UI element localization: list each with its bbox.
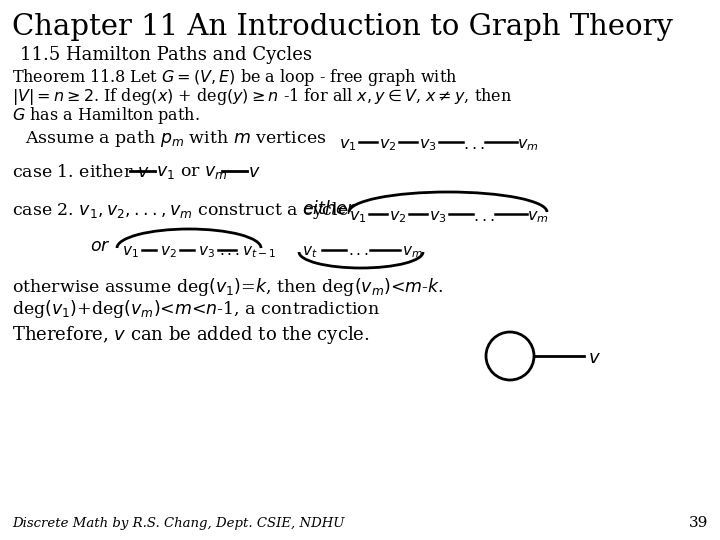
Text: deg$(v_1)$+deg$(v_m)$<$m$<$n$-1, a contradiction: deg$(v_1)$+deg$(v_m)$<$m$<$n$-1, a contr… [12, 298, 380, 320]
Text: $v_3$: $v_3$ [419, 136, 437, 153]
Text: $v_2$: $v_2$ [390, 208, 407, 225]
Text: $...v_{t-1}$: $...v_{t-1}$ [220, 244, 276, 260]
Text: $v$: $v$ [248, 164, 261, 181]
Text: $...$: $...$ [348, 244, 369, 258]
Text: $or$: $or$ [90, 238, 111, 255]
Text: $v_1$: $v_1$ [122, 244, 138, 260]
Text: $v_1$: $v_1$ [339, 136, 356, 153]
Text: $v_t$: $v_t$ [302, 244, 318, 260]
Text: Therefore, $v$ can be added to the cycle.: Therefore, $v$ can be added to the cycle… [12, 324, 369, 346]
Text: $v_2$: $v_2$ [160, 244, 176, 260]
Text: case 2. $v_1, v_2, ..., v_m$ construct a cycle: case 2. $v_1, v_2, ..., v_m$ construct a… [12, 200, 348, 221]
Text: case 1. either $v$: case 1. either $v$ [12, 164, 150, 181]
Text: $v_3$: $v_3$ [429, 208, 447, 225]
Text: $either$: $either$ [302, 200, 356, 218]
Text: $...$: $...$ [473, 208, 495, 225]
Text: Assume a path $p_m$ with $m$ vertices: Assume a path $p_m$ with $m$ vertices [25, 128, 327, 149]
Text: $...$: $...$ [463, 136, 485, 153]
Text: Discrete Math by R.S. Chang, Dept. CSIE, NDHU: Discrete Math by R.S. Chang, Dept. CSIE,… [12, 517, 344, 530]
Text: $v_1$ or $v_m$: $v_1$ or $v_m$ [156, 164, 228, 181]
Text: $v_m$: $v_m$ [517, 136, 539, 153]
Text: $v_3$: $v_3$ [197, 244, 215, 260]
Text: otherwise assume deg$(v_1)$=$k$, then deg$(v_m)$<$m$-$k$.: otherwise assume deg$(v_1)$=$k$, then de… [12, 276, 444, 298]
Text: $v_1$: $v_1$ [349, 208, 366, 225]
Text: $v_m$: $v_m$ [527, 208, 549, 225]
Text: $v_2$: $v_2$ [379, 136, 397, 153]
Text: 11.5 Hamilton Paths and Cycles: 11.5 Hamilton Paths and Cycles [20, 46, 312, 64]
Text: Theorem 11.8 Let $G = (V, E)$ be a loop - free graph with: Theorem 11.8 Let $G = (V, E)$ be a loop … [12, 67, 457, 88]
Text: $G$ has a Hamilton path.: $G$ has a Hamilton path. [12, 105, 199, 126]
Text: 39: 39 [688, 516, 708, 530]
Text: $v$: $v$ [588, 349, 601, 367]
Text: $v_m$: $v_m$ [402, 244, 423, 260]
Text: $|V| = n \geq 2$. If deg$(x)$ + deg$(y) \geq n$ -1 for all $x, y \in V$, $x \neq: $|V| = n \geq 2$. If deg$(x)$ + deg$(y) … [12, 86, 512, 107]
Text: Chapter 11 An Introduction to Graph Theory: Chapter 11 An Introduction to Graph Theo… [12, 13, 673, 41]
